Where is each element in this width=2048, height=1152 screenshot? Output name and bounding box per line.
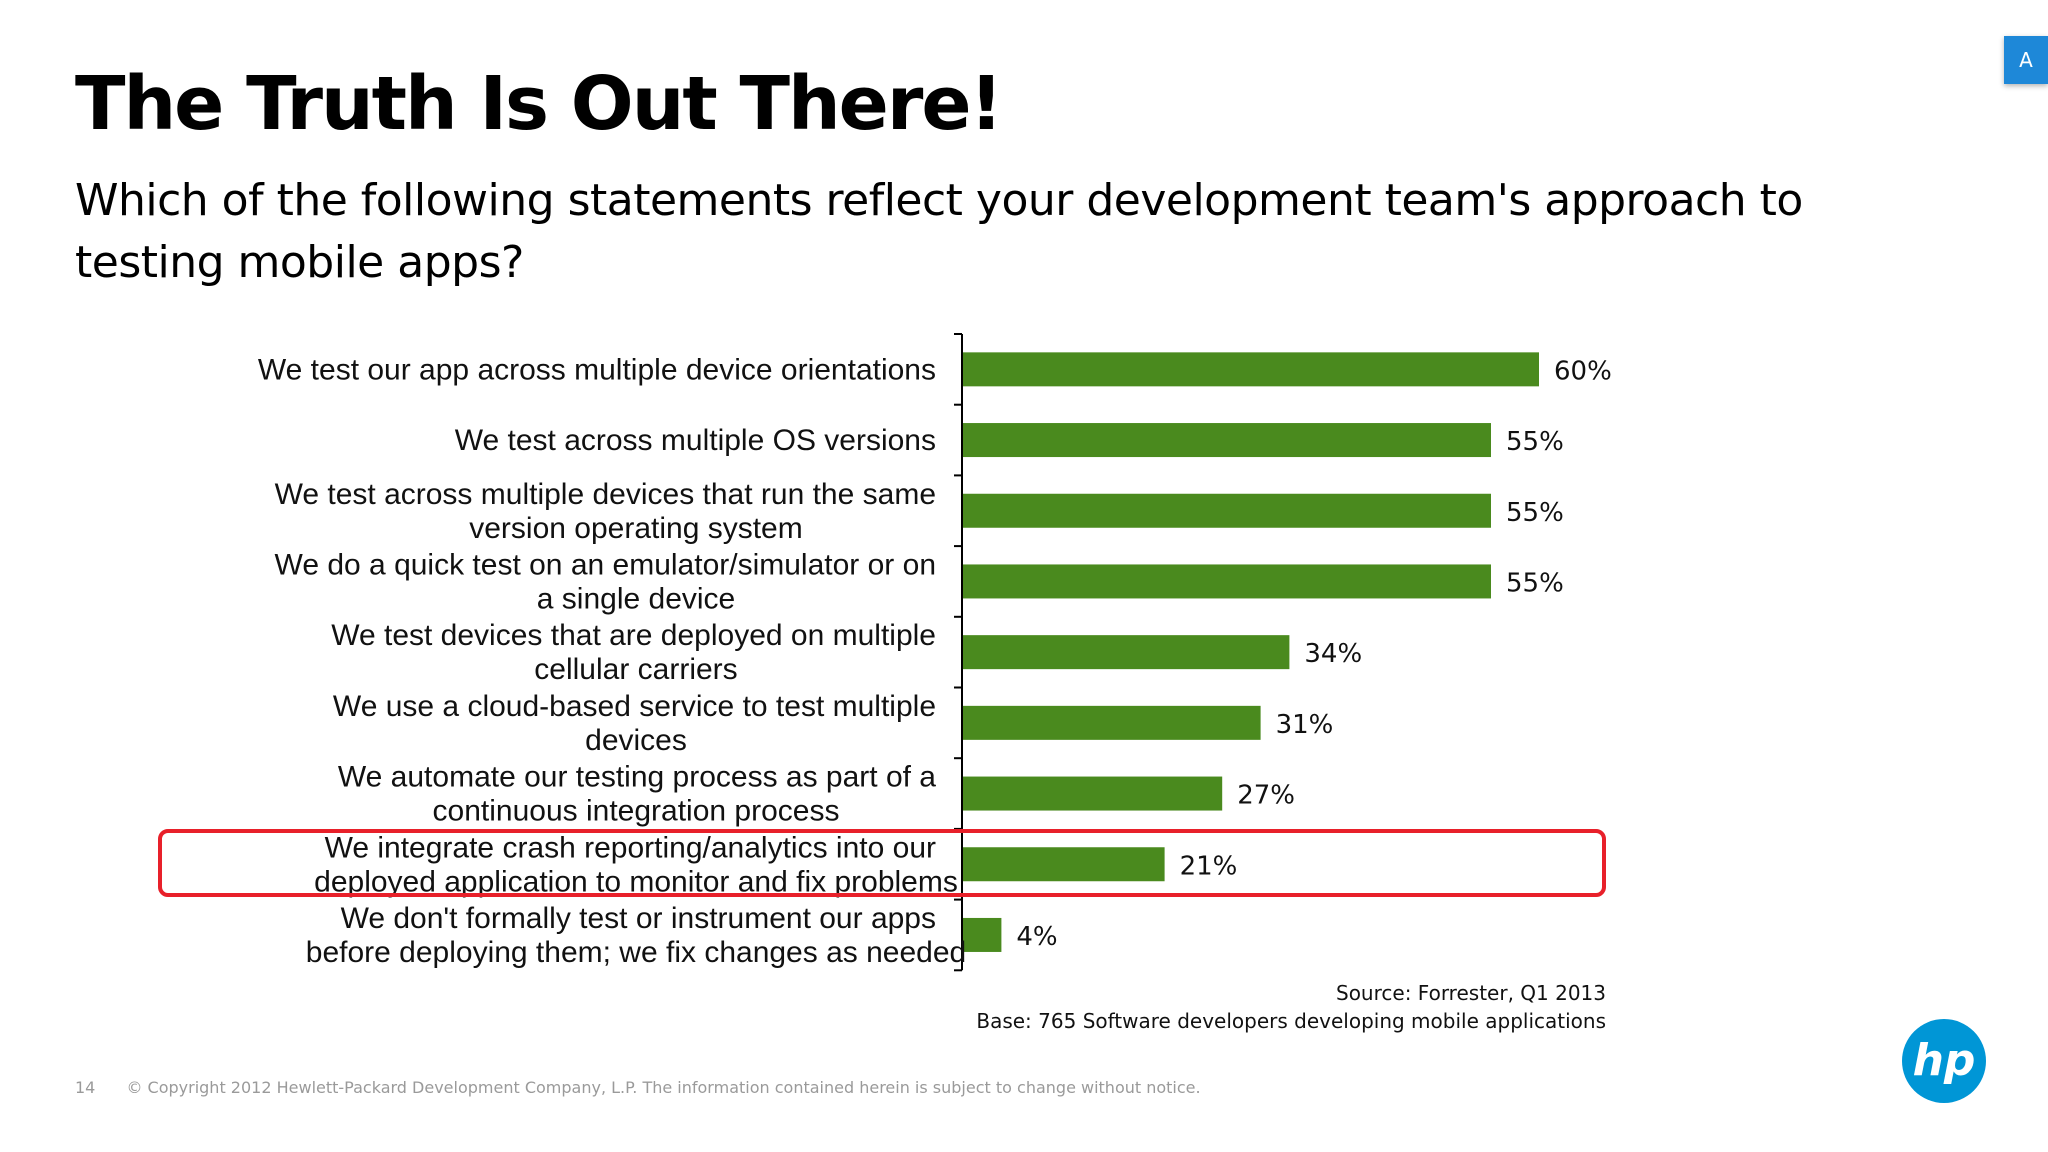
slide-title: The Truth Is Out There! [75,61,1003,147]
data-label: 60% [1554,356,1612,386]
bar [963,917,1002,952]
category-label: We do a quick test on an emulator/simula… [275,548,936,615]
corner-badge[interactable]: A [2004,36,2048,84]
highlight-box [158,829,1606,897]
bar [963,493,1491,528]
category-label: We test our app across multiple device o… [258,353,936,386]
bar [963,635,1290,670]
category-label: We automate our testing process as part … [338,761,936,828]
data-label: 21% [1180,851,1238,881]
hp-logo-icon: hp [1902,1019,1986,1103]
data-label: 55% [1506,427,1564,457]
bar [963,564,1491,599]
slide-subtitle: Which of the following statements reflec… [75,175,1803,288]
category-label: We test across multiple OS versions [455,424,936,457]
bar [963,705,1261,740]
bar [963,847,1165,882]
category-label: We integrate crash reporting/analytics i… [314,831,958,898]
source-note: Source: Forrester, Q1 2013 Base: 765 Sof… [976,979,1606,1035]
bar [963,352,1539,387]
bar [963,423,1491,458]
base-line: Base: 765 Software developers developing… [976,1009,1606,1033]
hp-logo-text: hp [1913,1035,1976,1086]
page-number: 14 [75,1078,96,1097]
bar [963,776,1223,811]
source-line: Source: Forrester, Q1 2013 [1336,981,1606,1005]
data-label: 27% [1237,781,1295,811]
footer: 14 © Copyright 2012 Hewlett-Packard Deve… [75,1078,1201,1097]
category-label: We don't formally test or instrument our… [306,902,966,969]
data-label: 4% [1016,922,1057,952]
data-label: 55% [1506,498,1564,528]
category-label: We use a cloud-based service to test mul… [333,690,936,757]
copyright-text: © Copyright 2012 Hewlett-Packard Develop… [126,1078,1201,1097]
data-label: 34% [1304,639,1362,669]
category-label: We test devices that are deployed on mul… [331,619,936,686]
data-label: 55% [1506,568,1564,598]
category-label: We test across multiple devices that run… [275,478,936,545]
data-label: 31% [1276,710,1334,740]
